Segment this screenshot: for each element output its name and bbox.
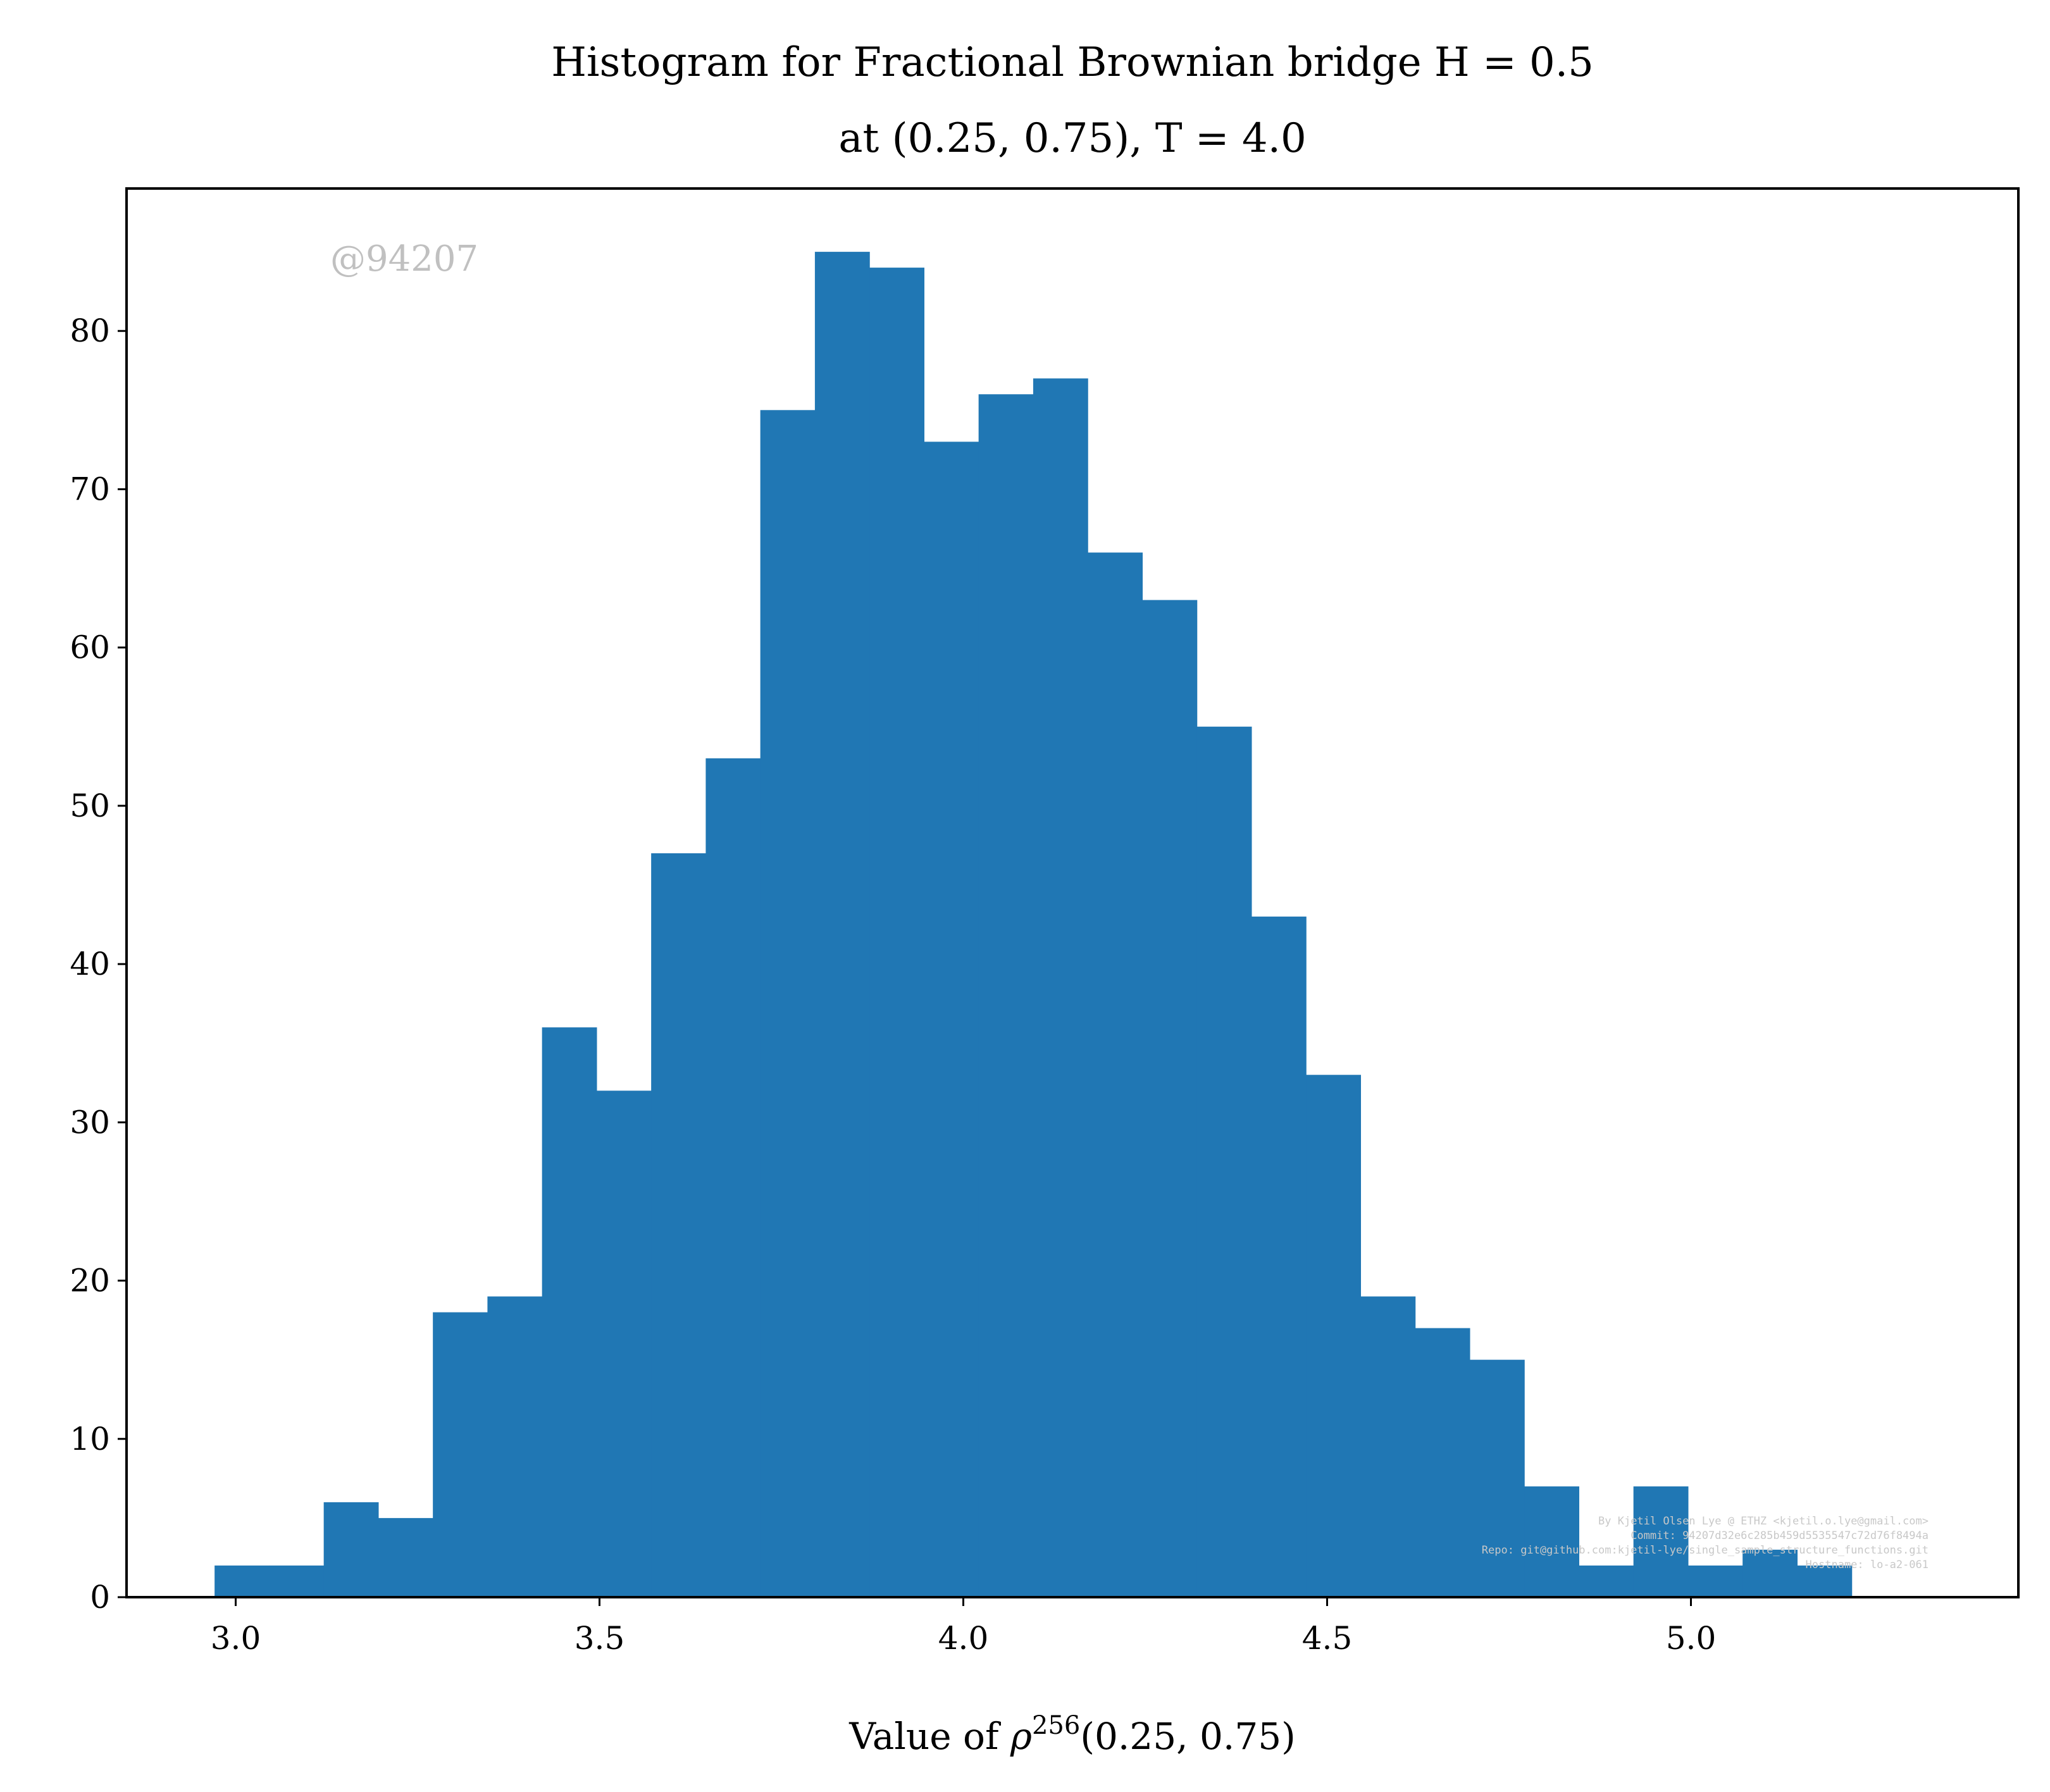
- histogram-bar: [1088, 552, 1143, 1597]
- histogram-bar: [1797, 1565, 1853, 1597]
- histogram-bar: [1196, 726, 1252, 1597]
- y-tick-label: 30: [70, 1104, 110, 1140]
- x-tick-label: 4.5: [1302, 1620, 1353, 1657]
- x-axis-ticks: 3.0 3.5 4.0 4.5 5.0: [211, 1597, 1717, 1657]
- x-tick-label: 3.5: [575, 1620, 625, 1657]
- chart-title: Histogram for Fractional Brownian bridge…: [551, 39, 1594, 86]
- y-tick-label: 0: [90, 1579, 110, 1616]
- y-tick-label: 10: [70, 1421, 110, 1457]
- chart-subtitle: at (0.25, 0.75), T = 4.0: [838, 115, 1306, 162]
- y-tick-label: 60: [70, 629, 110, 666]
- x-axis-label-prefix: Value of: [848, 1715, 1010, 1758]
- histogram-bar: [978, 394, 1034, 1597]
- histogram-bar: [1033, 378, 1088, 1597]
- y-tick-label: 70: [70, 471, 110, 507]
- x-axis-label-args: (0.25, 0.75): [1080, 1715, 1295, 1758]
- histogram-bar: [378, 1517, 433, 1597]
- x-tick-label: 5.0: [1666, 1620, 1717, 1657]
- histogram-bar: [487, 1296, 543, 1597]
- credits-line: By Kjetil Olsen Lye @ ETHZ <kjetil.o.lye…: [1598, 1515, 1929, 1528]
- credits-block: By Kjetil Olsen Lye @ ETHZ <kjetil.o.lye…: [1482, 1515, 1929, 1571]
- credits-line: Hostname: lo-a2-061: [1806, 1559, 1929, 1571]
- histogram-bar: [760, 410, 816, 1597]
- histogram-bar: [1415, 1328, 1470, 1597]
- histogram-bars: [214, 252, 1853, 1598]
- histogram-bar: [705, 758, 761, 1597]
- histogram-bar: [1469, 1359, 1525, 1597]
- y-tick-label: 20: [70, 1263, 110, 1299]
- histogram-bar: [1306, 1075, 1361, 1597]
- histogram-bar: [269, 1565, 325, 1597]
- y-axis-ticks: 0 10 20 30 40 50 60 70 80: [70, 312, 127, 1616]
- histogram-bar: [542, 1027, 597, 1597]
- histogram-bar: [1742, 1549, 1798, 1597]
- watermark-label: @94207: [330, 238, 478, 280]
- x-axis-label: Value of ρ256(0.25, 0.75): [848, 1711, 1296, 1758]
- histogram-bar: [1251, 917, 1307, 1597]
- histogram-bar: [214, 1565, 270, 1597]
- histogram-bar: [869, 268, 924, 1598]
- histogram-bar: [814, 252, 870, 1597]
- histogram-bar: [433, 1312, 488, 1597]
- histogram-bar: [1579, 1565, 1634, 1597]
- x-axis-label-superscript: 256: [1032, 1711, 1080, 1740]
- plot-frame: [125, 187, 2020, 1598]
- histogram-bar: [1360, 1296, 1416, 1597]
- y-tick-label: 40: [70, 946, 110, 982]
- histogram-bar: [323, 1502, 379, 1597]
- credits-line: Repo: git@github.com:kjetil-lye/single_s…: [1482, 1544, 1929, 1557]
- histogram-bar: [651, 853, 706, 1597]
- x-tick-label: 3.0: [211, 1620, 261, 1657]
- x-axis-label-symbol: ρ: [1010, 1715, 1032, 1758]
- histogram-bar: [1142, 600, 1198, 1597]
- histogram-bar: [1687, 1565, 1743, 1597]
- histogram-bar: [596, 1091, 652, 1597]
- x-tick-label: 4.0: [938, 1620, 989, 1657]
- y-tick-label: 80: [70, 312, 110, 349]
- histogram-bar: [1633, 1486, 1689, 1597]
- histogram-bar: [924, 442, 979, 1597]
- histogram-bar: [1524, 1486, 1579, 1597]
- y-tick-label: 50: [70, 788, 110, 824]
- credits-line: Commit: 94207d32e6c285b459d5535547c72d76…: [1631, 1529, 1929, 1542]
